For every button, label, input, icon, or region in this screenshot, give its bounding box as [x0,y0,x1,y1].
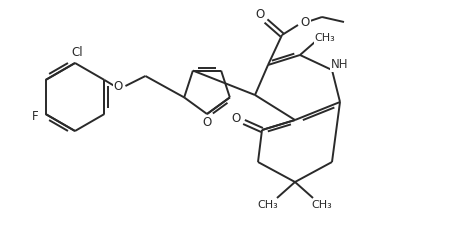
Text: O: O [202,116,212,128]
Text: F: F [32,110,39,122]
Text: CH₃: CH₃ [312,200,332,210]
Text: NH: NH [331,58,349,71]
Text: CH₃: CH₃ [314,33,335,43]
Text: Cl: Cl [71,46,83,60]
Text: O: O [114,80,123,92]
Text: O: O [231,112,241,126]
Text: O: O [300,16,310,28]
Text: CH₃: CH₃ [258,200,278,210]
Text: O: O [255,8,265,22]
